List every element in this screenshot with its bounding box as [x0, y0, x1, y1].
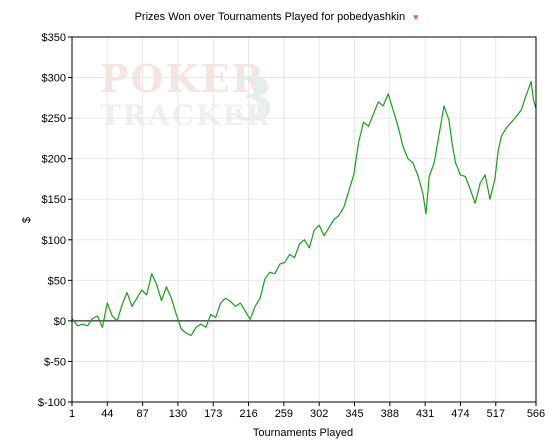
y-tick-label: $350 — [42, 32, 66, 44]
watermark-numeral: 3 — [232, 65, 274, 135]
y-tick-label: $-50 — [44, 356, 66, 368]
x-tick-label: 87 — [137, 408, 149, 420]
watermark-tracker: TRACKER — [100, 99, 271, 132]
watermark-poker: POKER — [100, 56, 265, 101]
x-tick-label: 216 — [239, 408, 257, 420]
x-tick-label: 130 — [169, 408, 187, 420]
y-tick-label: $-100 — [38, 397, 66, 409]
y-tick-label: $100 — [42, 235, 66, 247]
y-tick-label: $50 — [48, 275, 66, 287]
x-tick-label: 431 — [416, 408, 434, 420]
chart-title: Prizes Won over Tournaments Played for p… — [134, 11, 419, 23]
x-tick-label: 44 — [101, 408, 113, 420]
x-tick-label: 259 — [275, 408, 293, 420]
poker-tracker-watermark: POKER 3 TRACKER — [100, 56, 274, 135]
y-axis-label: $ — [21, 217, 33, 223]
x-tick-label: 566 — [527, 408, 545, 420]
x-axis-ticks: 1 44 87 130 173 216 259 302 345 388 431 474 517 566 — [69, 402, 545, 420]
y-tick-label: $200 — [42, 154, 66, 166]
plot-frame — [71, 36, 537, 403]
x-tick-label: 173 — [204, 408, 222, 420]
series-line — [71, 80, 537, 337]
x-tick-label: 345 — [345, 408, 363, 420]
y-tick-label: $300 — [42, 73, 66, 85]
y-axis-ticks: $350 $300 $250 $200 $150 $100 $50 $0 $-50 $-100 — [38, 32, 72, 409]
x-tick-label: 388 — [381, 408, 399, 420]
x-tick-label: 474 — [451, 408, 469, 420]
y-tick-label: $150 — [42, 194, 66, 206]
y-tick-label: $0 — [54, 316, 66, 328]
x-tick-label: 302 — [310, 408, 328, 420]
x-axis-label: Tournaments Played — [253, 427, 353, 439]
x-tick-label: 1 — [69, 408, 75, 420]
heart-icon: ♥ — [413, 12, 419, 22]
y-tick-label: $250 — [42, 113, 66, 125]
x-tick-label: 517 — [487, 408, 505, 420]
